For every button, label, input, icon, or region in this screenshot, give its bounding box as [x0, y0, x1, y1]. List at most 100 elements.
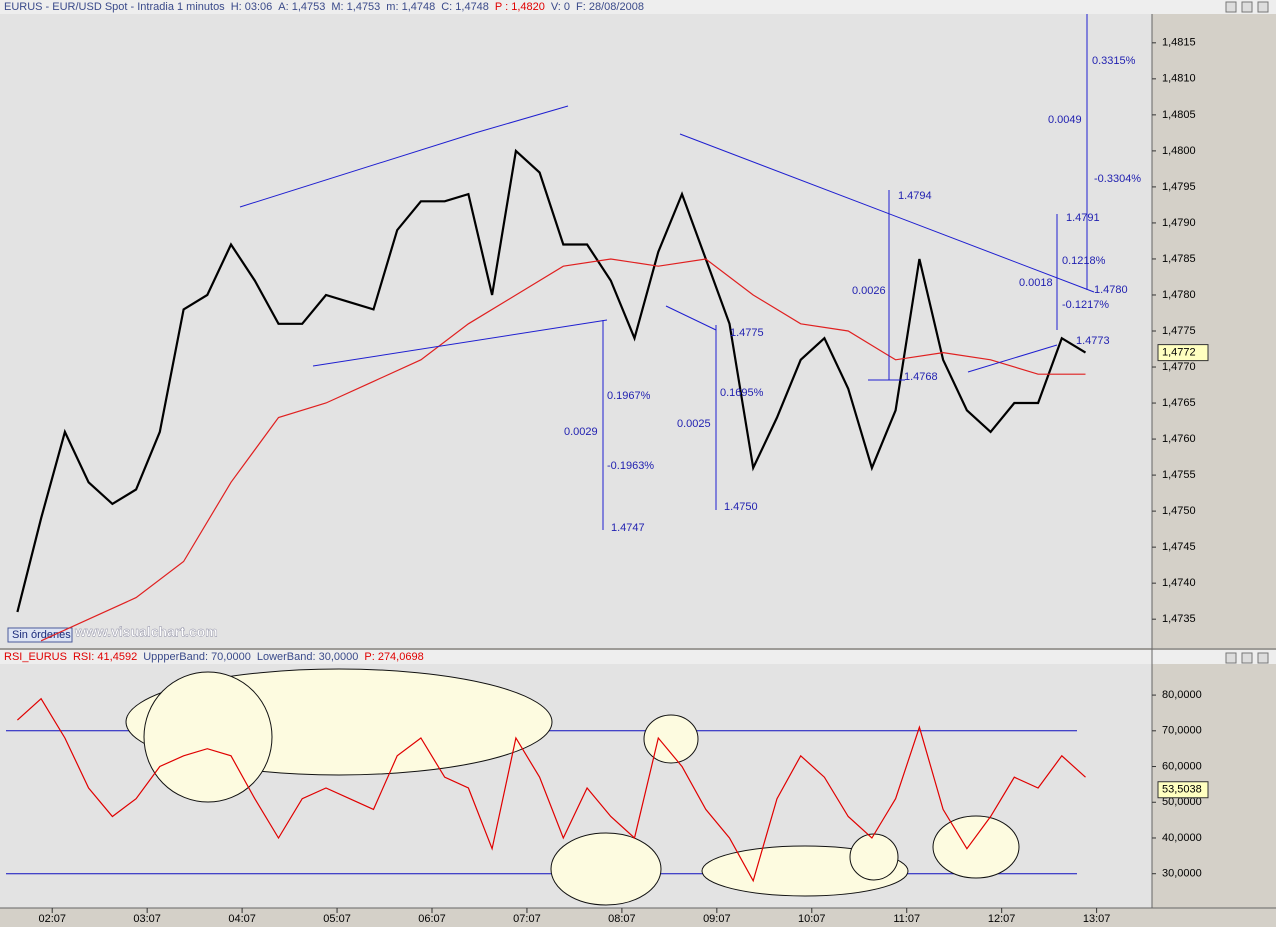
trend-line	[665, 305, 717, 331]
minimize-button[interactable]	[1225, 1, 1237, 13]
rsi-header-item: LowerBand: 30,0000	[257, 651, 359, 663]
y-tick-label: 1,4790	[1162, 217, 1196, 229]
annotation: 0.0018	[1019, 277, 1053, 289]
rsi-header-item: P: 274,0698	[364, 651, 423, 663]
x-tick-label: 06:07	[418, 913, 446, 925]
annotation: 0.1218%	[1062, 255, 1106, 267]
highlight-ellipse	[932, 815, 1020, 879]
last-value-label: 53,5038	[1162, 784, 1202, 796]
y-tick-label: 1,4780	[1162, 289, 1196, 301]
y-tick-label: 1,4795	[1162, 181, 1196, 193]
status-box[interactable]	[7, 627, 73, 643]
trend-line	[967, 344, 1058, 373]
close-button[interactable]	[1257, 1, 1269, 13]
trend-line	[474, 105, 569, 134]
y-tick-label: 1,4770	[1162, 361, 1196, 373]
y-tick-label: 1,4755	[1162, 469, 1196, 481]
header-item: C: 1,4748	[441, 1, 489, 13]
trend-line	[679, 133, 1095, 293]
highlight-ellipse	[643, 714, 699, 764]
price-panel	[0, 14, 1152, 648]
annotation: 1.4773	[1076, 335, 1110, 347]
x-tick-label: 04:07	[228, 913, 256, 925]
y-tick-label: 1,4775	[1162, 325, 1196, 337]
y-tick-label: 1,4735	[1162, 613, 1196, 625]
x-tick-label: 08:07	[608, 913, 636, 925]
rsi-header-item: RSI: 41,4592	[73, 651, 137, 663]
x-tick-label: 05:07	[323, 913, 351, 925]
annotation: 1.4750	[724, 501, 758, 513]
header-item: M: 1,4753	[331, 1, 380, 13]
header-item: H: 03:06	[231, 1, 273, 13]
series-line	[16, 697, 1086, 883]
header-item: A: 1,4753	[278, 1, 325, 13]
annotation: 1.4768	[904, 371, 938, 383]
highlight-ellipse	[550, 832, 662, 906]
annotation: 1.4791	[1066, 212, 1100, 224]
annotation: -0.3304%	[1094, 173, 1141, 185]
y-tick-label: 1,4750	[1162, 505, 1196, 517]
x-tick-label: 13:07	[1083, 913, 1111, 925]
y-tick-label: 70,0000	[1162, 725, 1202, 737]
rsi-header-bar	[0, 650, 1276, 664]
annotation: 0.0025	[677, 418, 711, 430]
series-line	[16, 148, 1087, 613]
header-item: EURUS - EUR/USD Spot - Intradia 1 minuto…	[4, 1, 225, 13]
y-tick-label: 1,4800	[1162, 145, 1196, 157]
watermark: www.visualchart.com	[74, 624, 218, 640]
maximize-button[interactable]	[1241, 1, 1253, 13]
y-tick-label: 1,4785	[1162, 253, 1196, 265]
annotation: 0.1695%	[720, 387, 764, 399]
y-tick-label: 1,4745	[1162, 541, 1196, 553]
annotation: 1.4747	[611, 522, 645, 534]
last-value-label: 1,4772	[1162, 347, 1196, 359]
x-tick-label: 10:07	[798, 913, 826, 925]
header-item: P : 1,4820	[495, 1, 545, 13]
status[interactable]: Sin órdenes	[12, 629, 71, 641]
trend-line	[239, 132, 476, 208]
highlight-ellipse	[849, 833, 899, 881]
y-tick-label: 1,4815	[1162, 37, 1196, 49]
annotation: 0.1967%	[607, 390, 651, 402]
annotation: 1.4794	[898, 190, 932, 202]
maximize-button[interactable]	[1241, 652, 1253, 664]
y-tick-label: 1,4740	[1162, 577, 1196, 589]
last-value-badge	[1157, 781, 1209, 799]
annotation: 0.0029	[564, 426, 598, 438]
last-value-badge	[1157, 344, 1209, 362]
y-tick-label: 1,4760	[1162, 433, 1196, 445]
x-tick-label: 07:07	[513, 913, 541, 925]
annotation: -0.1217%	[1062, 299, 1109, 311]
header-item: m: 1,4748	[386, 1, 435, 13]
y-tick-label: 30,0000	[1162, 868, 1202, 880]
close-button[interactable]	[1257, 652, 1269, 664]
window-buttons[interactable]	[1225, 1, 1269, 664]
y-tick-label: 60,0000	[1162, 760, 1202, 772]
x-tick-label: 03:07	[133, 913, 161, 925]
y-tick-label: 1,4805	[1162, 109, 1196, 121]
y-tick-label: 1,4810	[1162, 73, 1196, 85]
y-tick-label: 1,4765	[1162, 397, 1196, 409]
x-tick-label: 12:07	[988, 913, 1016, 925]
y-tick-label: 80,0000	[1162, 689, 1202, 701]
annotation: -0.1963%	[607, 460, 654, 472]
series-line	[40, 258, 1086, 642]
rsi-header-item: RSI_EURUS	[4, 651, 67, 663]
header-bar	[0, 0, 1276, 14]
x-tick-label: 11:07	[893, 913, 920, 925]
minimize-button[interactable]	[1225, 652, 1237, 664]
annotation: 0.0026	[852, 285, 886, 297]
annotation: 0.3315%	[1092, 55, 1136, 67]
header-item: V: 0	[551, 1, 570, 13]
y-tick-label: 40,0000	[1162, 832, 1202, 844]
trend-line	[312, 319, 608, 367]
header-item: F: 28/08/2008	[576, 1, 644, 13]
highlight-ellipse	[143, 671, 273, 803]
annotation: 0.0049	[1048, 114, 1082, 126]
y-tick-label: 50,0000	[1162, 796, 1202, 808]
annotation: 1.4775	[730, 327, 764, 339]
rsi-header-item: UppperBand: 70,0000	[143, 651, 251, 663]
x-tick-label: 09:07	[703, 913, 731, 925]
annotation: 1.4780	[1094, 284, 1128, 296]
